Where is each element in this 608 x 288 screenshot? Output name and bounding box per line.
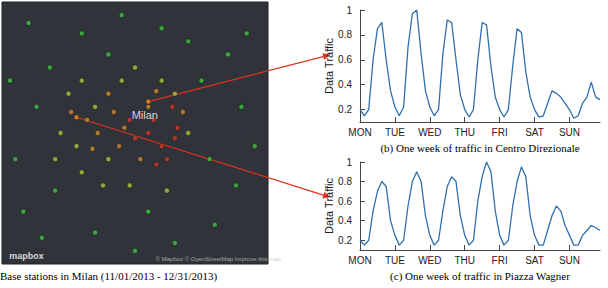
- svg-text:THU: THU: [454, 127, 475, 138]
- svg-text:MON: MON: [348, 255, 371, 266]
- svg-text:Data Traffic: Data Traffic: [323, 177, 335, 234]
- svg-text:0.8: 0.8: [338, 29, 352, 40]
- svg-text:0.6: 0.6: [338, 54, 352, 65]
- svg-text:SUN: SUN: [559, 255, 580, 266]
- svg-text:Data Traffic: Data Traffic: [323, 37, 335, 94]
- svg-text:MON: MON: [348, 127, 371, 138]
- svg-text:FRI: FRI: [492, 255, 508, 266]
- svg-text:TUE: TUE: [385, 255, 405, 266]
- svg-text:mapbox: mapbox: [9, 251, 44, 261]
- svg-text:0.6: 0.6: [338, 196, 352, 207]
- svg-text:SUN: SUN: [559, 127, 580, 138]
- svg-text:FRI: FRI: [492, 127, 508, 138]
- svg-text:(b) One week of traffic in Cen: (b) One week of traffic in Centro Direzi…: [380, 142, 579, 155]
- svg-text:(c) One week of traffic in Pia: (c) One week of traffic in Piazza Wagner: [390, 270, 570, 283]
- svg-text:© Mapbox © OpenStreetMap Impro: © Mapbox © OpenStreetMap Improve this ma…: [156, 256, 282, 262]
- svg-text:0.2: 0.2: [338, 104, 352, 115]
- svg-text:0.4: 0.4: [338, 79, 352, 90]
- svg-text:0.2: 0.2: [338, 235, 352, 246]
- svg-text:SAT: SAT: [525, 255, 544, 266]
- svg-text:TUE: TUE: [385, 127, 405, 138]
- svg-text:WED: WED: [418, 255, 441, 266]
- svg-text:1: 1: [346, 157, 352, 168]
- svg-text:Base stations in Milan (11/01/: Base stations in Milan (11/01/2013 - 12/…: [0, 270, 217, 283]
- svg-text:0.4: 0.4: [338, 215, 352, 226]
- svg-text:Milan: Milan: [132, 109, 158, 121]
- svg-text:SAT: SAT: [525, 127, 544, 138]
- svg-text:1: 1: [346, 5, 352, 16]
- svg-text:0.8: 0.8: [338, 176, 352, 187]
- svg-text:WED: WED: [418, 127, 441, 138]
- svg-text:THU: THU: [454, 255, 475, 266]
